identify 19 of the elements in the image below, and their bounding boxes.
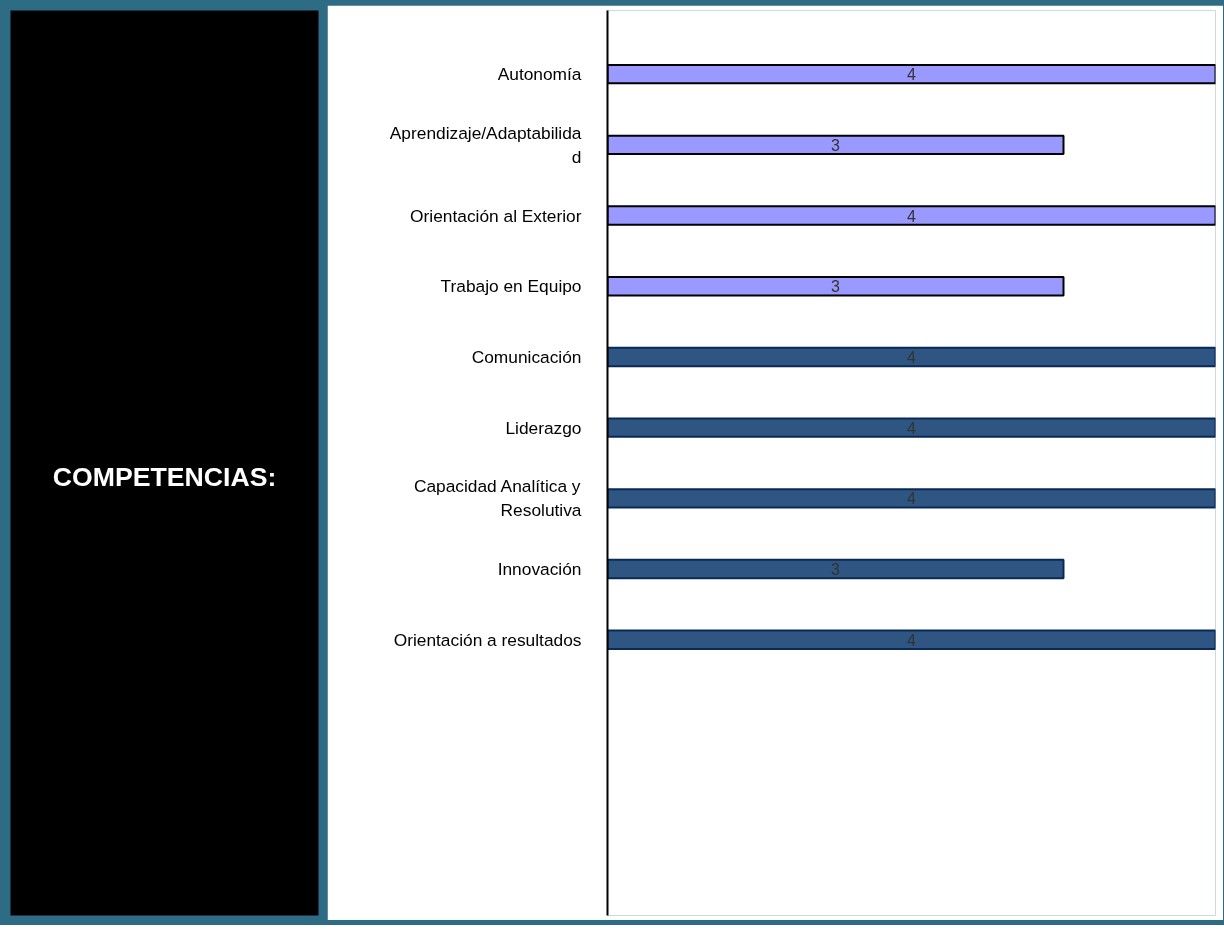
data-label: 4	[907, 490, 917, 508]
y-tick-label: Autonomía	[497, 64, 582, 85]
y-tick-label: Orientación al Exterior	[410, 205, 582, 226]
y-tick-label: Aprendizaje/Adaptabilidad	[389, 122, 582, 167]
data-label: 4	[907, 348, 917, 366]
data-label: 4	[907, 207, 917, 225]
data-label: 4	[907, 66, 917, 84]
y-tick-label: Innovación	[497, 559, 582, 580]
y-tick-label: Orientación a resultados	[393, 629, 582, 650]
y-tick-label: Comunicación	[471, 346, 582, 367]
y-tick-label: Capacidad Analítica y Resolutiva	[413, 476, 582, 521]
y-tick-label: Trabajo en Equipo	[440, 276, 582, 297]
text: COMPETENCIAS:	[52, 461, 277, 492]
y-tick-label: Liderazgo	[505, 417, 582, 438]
data-label: 3	[831, 136, 841, 154]
data-label: 3	[831, 278, 841, 296]
data-label: 4	[907, 419, 917, 437]
data-label: 3	[831, 561, 841, 579]
data-label: 4	[907, 631, 917, 649]
